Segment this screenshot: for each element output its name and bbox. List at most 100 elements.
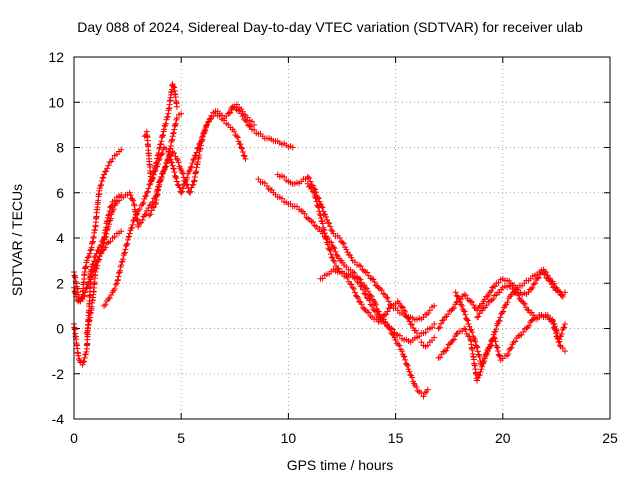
- data-point: [193, 149, 200, 156]
- data-point: [371, 278, 378, 285]
- data-points: [71, 81, 568, 400]
- data-point: [383, 311, 390, 318]
- data-point: [111, 233, 118, 240]
- series-track-7: [146, 101, 258, 219]
- data-point: [136, 220, 143, 227]
- data-point: [476, 310, 483, 317]
- data-point: [82, 289, 89, 296]
- data-point: [79, 296, 86, 303]
- data-point: [328, 251, 335, 258]
- data-point: [307, 184, 314, 191]
- data-point: [108, 203, 115, 210]
- data-point: [241, 116, 248, 123]
- data-point: [543, 269, 550, 276]
- data-point: [104, 165, 111, 172]
- data-point: [334, 253, 341, 260]
- data-point: [489, 284, 496, 291]
- data-point: [173, 115, 180, 122]
- data-point: [106, 159, 113, 166]
- data-point: [461, 325, 468, 332]
- data-point: [128, 224, 135, 231]
- data-point: [101, 302, 108, 309]
- data-point: [91, 254, 98, 261]
- data-point: [161, 164, 168, 171]
- data-point: [105, 212, 112, 219]
- data-point: [552, 284, 559, 291]
- data-point: [490, 296, 497, 303]
- data-point: [414, 387, 421, 394]
- data-point: [162, 120, 169, 127]
- data-point: [344, 274, 351, 281]
- data-point: [123, 241, 130, 248]
- data-point: [328, 227, 335, 234]
- data-point: [179, 188, 186, 195]
- data-point: [159, 132, 166, 139]
- data-point: [242, 117, 249, 124]
- data-point: [170, 130, 177, 137]
- data-point: [356, 280, 363, 287]
- data-point: [96, 256, 103, 263]
- data-point: [384, 308, 391, 315]
- data-point: [135, 223, 142, 230]
- data-point: [365, 288, 372, 295]
- data-point: [310, 219, 317, 226]
- data-point: [333, 251, 340, 258]
- data-point: [103, 168, 110, 175]
- data-point: [168, 159, 175, 166]
- data-point: [403, 361, 410, 368]
- data-point: [118, 262, 125, 269]
- data-point: [546, 275, 553, 282]
- data-point: [493, 326, 500, 333]
- data-point: [304, 173, 311, 180]
- data-point: [357, 283, 364, 290]
- data-point: [98, 178, 105, 185]
- data-point: [151, 203, 158, 210]
- data-point: [494, 344, 501, 351]
- data-point: [481, 296, 488, 303]
- data-point: [330, 244, 337, 251]
- x-tick-label: 15: [388, 430, 404, 446]
- data-point: [107, 238, 114, 245]
- data-point: [179, 169, 186, 176]
- data-point: [184, 181, 191, 188]
- data-point: [172, 122, 179, 129]
- data-point: [561, 324, 568, 331]
- data-point: [226, 110, 233, 117]
- data-point: [83, 348, 90, 355]
- data-point: [158, 174, 165, 181]
- data-point: [104, 227, 111, 234]
- series-track-5: [101, 81, 180, 309]
- data-point: [414, 330, 421, 337]
- data-point: [528, 286, 535, 293]
- data-point: [365, 309, 372, 316]
- data-point: [86, 278, 93, 285]
- data-point: [352, 275, 359, 282]
- data-point: [399, 304, 406, 311]
- data-point: [96, 253, 103, 260]
- data-point: [492, 283, 499, 290]
- data-point: [475, 313, 482, 320]
- data-point: [366, 297, 373, 304]
- data-point: [83, 257, 90, 264]
- data-point: [505, 350, 512, 357]
- data-point: [108, 158, 115, 165]
- data-point: [160, 168, 167, 175]
- data-point: [151, 168, 158, 175]
- data-point: [520, 299, 527, 306]
- data-point: [504, 299, 511, 306]
- data-point: [552, 326, 559, 333]
- data-point: [319, 220, 326, 227]
- data-point: [555, 339, 562, 346]
- data-point: [473, 343, 480, 350]
- data-point: [544, 272, 551, 279]
- data-point: [358, 283, 365, 290]
- data-point: [129, 196, 136, 203]
- data-point: [361, 305, 368, 312]
- series-track-15: [435, 266, 566, 384]
- data-point: [169, 133, 176, 140]
- data-point: [251, 126, 258, 133]
- data-point: [476, 353, 483, 360]
- data-point: [231, 128, 238, 135]
- data-point: [431, 334, 438, 341]
- data-point: [462, 292, 469, 299]
